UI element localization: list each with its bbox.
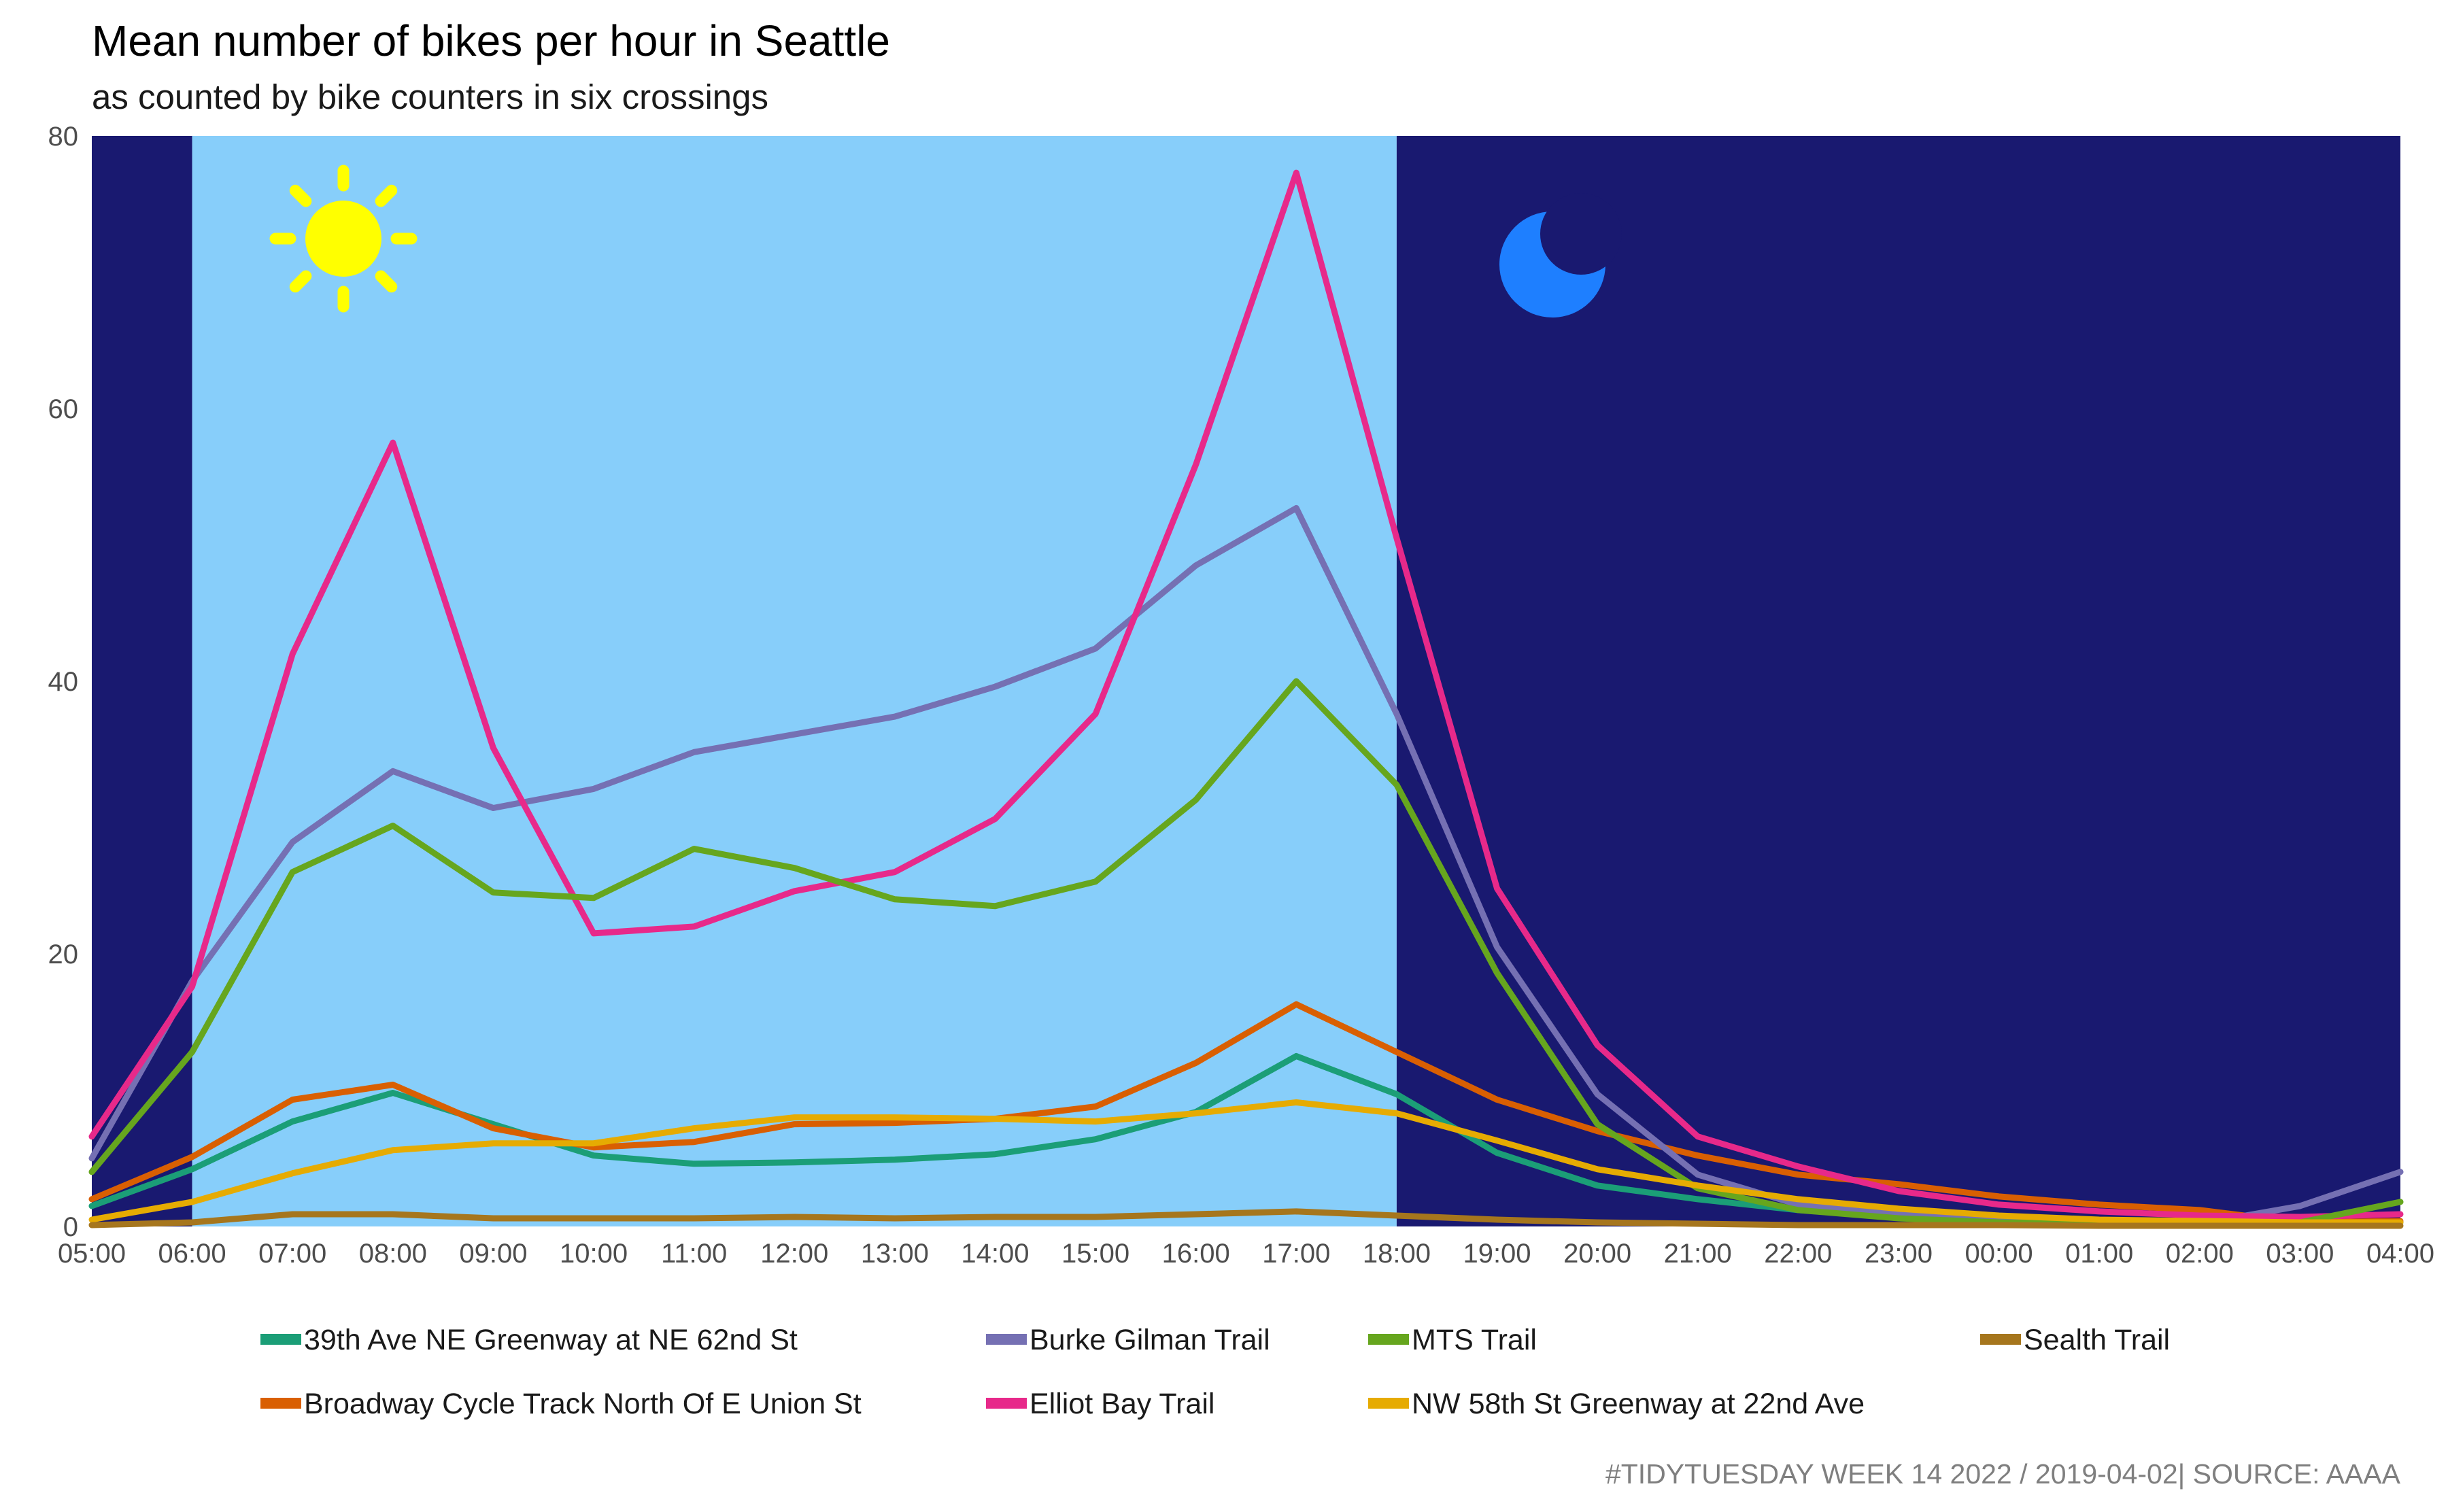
legend-item: Burke Gilman Trail <box>986 1324 1270 1356</box>
legend-swatch <box>260 1398 301 1409</box>
legend-swatch <box>1368 1334 1409 1345</box>
legend-swatch <box>1980 1334 2021 1345</box>
legend-item: Elliot Bay Trail <box>986 1388 1214 1420</box>
x-tick-label: 19:00 <box>1463 1239 1531 1269</box>
x-tick-label: 10:00 <box>560 1239 628 1269</box>
day-night-icons <box>269 165 1622 317</box>
sun-ray <box>375 184 398 207</box>
x-tick-label: 21:00 <box>1664 1239 1732 1269</box>
x-tick-label: 15:00 <box>1061 1239 1129 1269</box>
x-tick-label: 20:00 <box>1563 1239 1631 1269</box>
legend-item: Sealth Trail <box>1980 1324 2170 1356</box>
x-tick-label: 00:00 <box>1965 1239 2033 1269</box>
legend-label: NW 58th St Greenway at 22nd Ave <box>1412 1388 1865 1420</box>
x-tick-label: 11:00 <box>661 1239 727 1269</box>
x-tick-label: 07:00 <box>258 1239 326 1269</box>
legend-swatch <box>260 1334 301 1345</box>
moon-icon <box>1499 193 1622 317</box>
sun-icon <box>269 165 418 313</box>
x-tick-label: 18:00 <box>1363 1239 1431 1269</box>
legend-swatch <box>986 1334 1027 1345</box>
series-lines <box>88 169 2404 1229</box>
x-tick-label: 04:00 <box>2366 1239 2434 1269</box>
series-line-3 <box>88 169 2404 1220</box>
chart-title: Mean number of bikes per hour in Seattle <box>92 16 890 65</box>
band-night-0 <box>92 136 192 1226</box>
y-tick-label: 60 <box>48 394 79 424</box>
legend-label: Sealth Trail <box>2024 1324 2170 1356</box>
legend-item: 39th Ave NE Greenway at NE 62nd St <box>260 1324 798 1356</box>
x-tick-label: 02:00 <box>2166 1239 2234 1269</box>
legend-swatch <box>986 1398 1027 1409</box>
x-tick-label: 12:00 <box>760 1239 828 1269</box>
chart-subtitle: as counted by bike counters in six cross… <box>92 78 768 116</box>
y-tick-label: 80 <box>48 122 79 152</box>
series-line-6 <box>88 1208 2404 1229</box>
series-line-1 <box>88 1001 2404 1226</box>
sun-ray <box>289 270 312 293</box>
x-tick-label: 08:00 <box>359 1239 427 1269</box>
legend-item: MTS Trail <box>1368 1324 1537 1356</box>
legend-item: NW 58th St Greenway at 22nd Ave <box>1368 1388 1865 1420</box>
x-tick-label: 17:00 <box>1262 1239 1330 1269</box>
y-tick-label: 40 <box>48 667 79 697</box>
sun-ray <box>289 184 312 207</box>
x-tick-label: 05:00 <box>58 1239 126 1269</box>
x-tick-label: 16:00 <box>1162 1239 1230 1269</box>
y-tick-label: 0 <box>63 1212 78 1242</box>
legend-label: Burke Gilman Trail <box>1030 1324 1270 1356</box>
legend-item: Broadway Cycle Track North Of E Union St <box>260 1388 862 1420</box>
band-day-1 <box>192 136 1397 1226</box>
sun-disc <box>305 201 381 277</box>
legend-label: MTS Trail <box>1412 1324 1537 1356</box>
legend-swatch <box>1368 1398 1409 1409</box>
x-axis: 05:00 06:00 07:00 08:00 09:00 10:00 11:00 12:00… <box>58 1239 2434 1269</box>
x-tick-label: 01:00 <box>2065 1239 2133 1269</box>
sun-ray <box>375 270 398 293</box>
series-line-5 <box>88 1099 2404 1226</box>
x-tick-label: 22:00 <box>1764 1239 1832 1269</box>
background-bands <box>92 136 2400 1226</box>
y-axis: 0 20 40 60 80 <box>48 122 79 1242</box>
x-tick-label: 13:00 <box>861 1239 929 1269</box>
legend-label: Broadway Cycle Track North Of E Union St <box>304 1388 862 1420</box>
legend-label: Elliot Bay Trail <box>1030 1388 1214 1420</box>
moon-shadow <box>1540 193 1622 275</box>
x-tick-label: 03:00 <box>2266 1239 2334 1269</box>
legend-label: 39th Ave NE Greenway at NE 62nd St <box>304 1324 798 1356</box>
x-tick-label: 23:00 <box>1865 1239 1933 1269</box>
x-tick-label: 06:00 <box>158 1239 226 1269</box>
x-tick-label: 14:00 <box>961 1239 1029 1269</box>
y-tick-label: 20 <box>48 940 79 969</box>
x-tick-label: 09:00 <box>459 1239 527 1269</box>
chart-caption: #TIDYTUESDAY WEEK 14 2022 / 2019-04-02| … <box>1605 1458 2401 1490</box>
legend: 39th Ave NE Greenway at NE 62nd St Burke … <box>260 1324 2170 1420</box>
